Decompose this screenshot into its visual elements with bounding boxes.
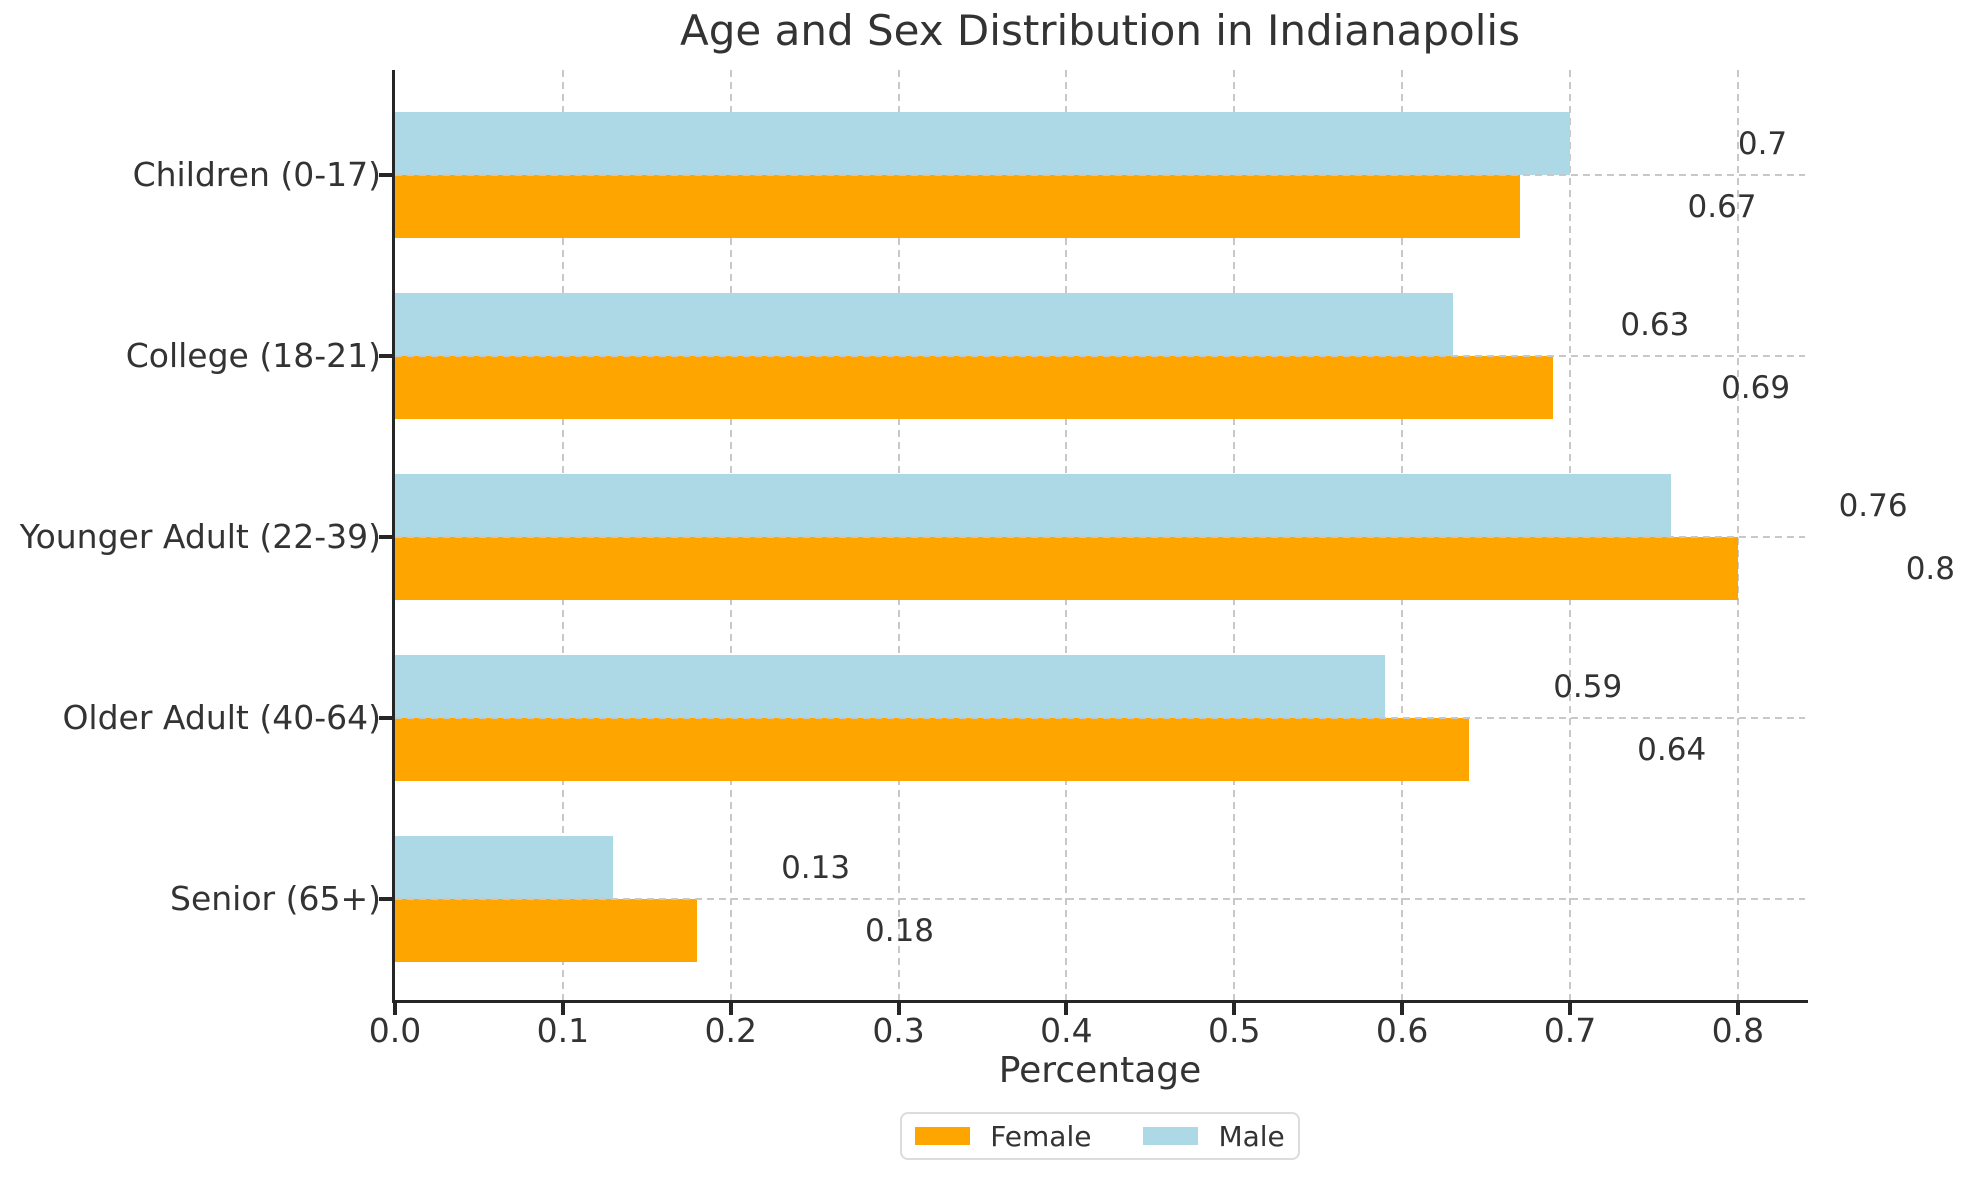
x-tick-mark [1568,1000,1572,1015]
bar-male-row4 [395,836,614,899]
y-gridline [395,717,1805,719]
legend-label-male: Male [1218,1119,1285,1153]
x-tick-label: 0.0 [368,1011,422,1050]
value-label-female-row4: 0.18 [865,912,935,949]
x-tick-label: 0.5 [1208,1011,1261,1050]
y-axis-spine [392,70,395,1003]
bar-female-row3 [395,718,1470,781]
bar-female-row2 [395,537,1738,600]
bar-male-row3 [395,655,1386,718]
legend-label-female: Female [990,1119,1092,1153]
bar-female-row4 [395,899,698,962]
x-tick-label: 0.6 [1375,1011,1429,1050]
y-tick-label: College (18-21) [125,336,381,375]
x-tick-mark [1232,1000,1237,1015]
value-label-female-row3: 0.64 [1637,731,1707,768]
bar-male-row2 [395,474,1671,537]
value-label-male-row1: 0.63 [1620,306,1690,343]
y-tick-mark [379,535,393,539]
y-gridline [395,898,1805,900]
y-tick-label: Children (0-17) [132,155,381,194]
x-tick-mark [560,1000,565,1015]
plot-area: 0.7 0.67 0.63 0.69 0.76 0.8 0.59 0.64 0.13 0.18 [395,70,1955,1000]
x-tick-mark [1064,1000,1069,1015]
value-label-female-row2: 0.8 [1905,550,1956,587]
legend-swatch-male [1143,1127,1199,1145]
x-tick-mark [1735,1000,1740,1015]
x-tick-mark [896,1000,901,1015]
bar-male-row0 [395,112,1570,175]
value-label-female-row1: 0.69 [1721,369,1791,406]
value-label-male-row4: 0.13 [781,849,851,886]
legend-item-female: Female [915,1120,1091,1153]
value-label-male-row3: 0.59 [1553,668,1623,705]
chart-title: Age and Sex Distribution in Indianapolis [680,6,1520,55]
value-label-male-row0: 0.7 [1737,125,1788,162]
x-tick-mark [393,1000,397,1015]
x-tick-label: 0.1 [536,1011,590,1050]
y-gridline [395,174,1805,176]
legend: Female Male [900,1112,1300,1160]
y-tick-label: Older Adult (40-64) [62,698,381,737]
y-tick-mark [379,897,393,901]
x-tick-label: 0.7 [1543,1011,1597,1050]
value-label-male-row2: 0.76 [1838,487,1908,524]
bar-female-row1 [395,356,1554,419]
legend-swatch-female [915,1127,971,1145]
x-axis-spine [392,1000,1808,1003]
x-tick-label: 0.8 [1711,1011,1765,1050]
y-tick-mark [379,173,393,177]
bar-male-row1 [395,293,1453,356]
x-axis-label: Percentage [998,1050,1202,1091]
y-tick-mark [379,354,393,358]
y-tick-mark [379,716,393,720]
x-tick-label: 0.4 [1040,1011,1093,1050]
x-tick-label: 0.2 [704,1011,757,1050]
y-gridline [395,536,1805,538]
y-tick-label: Younger Adult (22-39) [19,517,381,556]
x-tick-mark [1400,1000,1405,1015]
y-tick-label: Senior (65+) [170,879,381,918]
legend-item-male: Male [1143,1119,1285,1153]
x-tick-mark [728,1000,733,1015]
bar-female-row0 [395,175,1520,238]
x-tick-label: 0.3 [872,1011,925,1050]
y-gridline [395,355,1805,357]
x-gridline [1736,70,1739,1000]
value-label-female-row0: 0.67 [1687,188,1757,225]
